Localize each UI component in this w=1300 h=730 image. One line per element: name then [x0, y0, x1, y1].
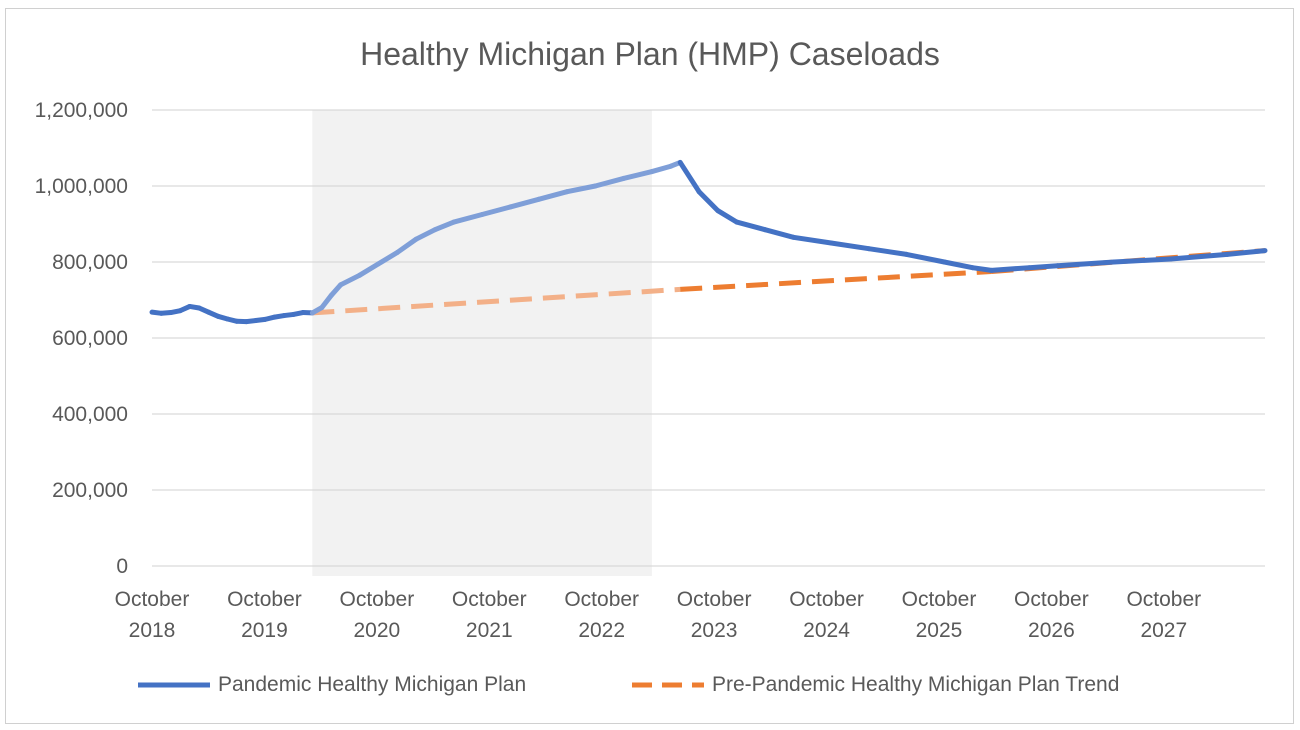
series-segment-pandemic — [507, 196, 542, 210]
series-segment-trend — [680, 269, 992, 292]
x-tick-label: 2022 — [578, 619, 625, 642]
series-segment-pandemic — [1224, 248, 1268, 257]
x-tick-label: 2026 — [1028, 619, 1075, 642]
series-segment-pandemic — [988, 265, 1032, 273]
x-tick-label: 2020 — [353, 619, 400, 642]
y-tick-label: 1,000,000 — [35, 175, 128, 198]
x-tick-label: October — [1014, 588, 1089, 611]
series-segment-pandemic — [413, 227, 438, 242]
series-segment-pandemic — [432, 219, 457, 233]
x-tick-label: 2025 — [916, 619, 963, 642]
y-tick-label: 600,000 — [52, 327, 128, 350]
series-segment-pandemic — [790, 234, 834, 246]
x-tick-label: 2021 — [466, 619, 513, 642]
series-segment-pandemic — [592, 175, 627, 189]
series-segment-pandemic — [319, 292, 334, 311]
series-segment-pandemic — [564, 183, 598, 195]
x-tick-label: 2018 — [129, 619, 176, 642]
legend-swatch-trend — [632, 682, 704, 688]
series-segment-trend — [312, 286, 681, 316]
series-segment-pandemic — [536, 189, 570, 202]
x-tick-label: October — [227, 588, 302, 611]
series-segment-pandemic — [375, 250, 400, 267]
pandemic-period-shading — [312, 110, 652, 576]
series-segment-pandemic — [828, 240, 872, 252]
y-tick-label: 200,000 — [52, 479, 128, 502]
chart-legend: Pandemic Healthy Michigan Plan Pre-Pande… — [0, 670, 1300, 700]
series-segment-pandemic — [394, 236, 419, 255]
y-tick-label: 0 — [116, 555, 128, 578]
series-segment-pandemic — [696, 189, 721, 214]
y-tick-label: 400,000 — [52, 403, 128, 426]
x-tick-label: 2023 — [691, 619, 738, 642]
series-segment-pandemic — [677, 159, 702, 195]
legend-label-pandemic: Pandemic Healthy Michigan Plan — [218, 673, 527, 696]
series-segment-pandemic — [338, 272, 363, 288]
series-segment-pandemic — [1054, 259, 1117, 269]
series-segment-pandemic — [1026, 263, 1060, 271]
series-segment-pandemic — [1168, 251, 1230, 262]
legend-label-trend: Pre-Pandemic Healthy Michigan Plan Trend — [712, 673, 1120, 696]
series-segment-pandemic — [715, 208, 740, 225]
series-segment-pandemic — [649, 163, 674, 175]
series-segment-pandemic — [762, 227, 796, 240]
x-tick-label: 2027 — [1140, 619, 1187, 642]
legend-item-pandemic: Pandemic Healthy Michigan Plan — [138, 670, 526, 700]
x-tick-label: October — [452, 588, 527, 611]
series-segment-pandemic — [621, 169, 655, 181]
x-tick-label: October — [789, 588, 864, 611]
series-segment-pandemic — [941, 259, 976, 271]
line-chart: 0 200,000 400,000 600,000 800,000 1,000,000 1,… — [35, 99, 1268, 642]
x-tick-label: October — [115, 588, 190, 611]
series-segment-pandemic — [970, 265, 994, 273]
x-tick-label: October — [339, 588, 414, 611]
series-segment-pandemic — [734, 219, 768, 233]
series-segment-pandemic — [866, 246, 910, 257]
legend-item-trend: Pre-Pandemic Healthy Michigan Plan Trend — [632, 670, 1119, 700]
series-segment-pandemic — [357, 261, 381, 278]
series-segment-pandemic — [479, 204, 513, 217]
y-tick-label: 1,200,000 — [35, 99, 128, 122]
x-tick-label: October — [677, 588, 752, 611]
y-tick-label: 800,000 — [52, 251, 128, 274]
chart-title: Healthy Michigan Plan (HMP) Caseloads — [360, 36, 940, 72]
x-tick-label: 2019 — [241, 619, 288, 642]
legend-swatch-pandemic — [138, 682, 210, 688]
x-tick-label: 2024 — [803, 619, 850, 642]
x-tick-label: October — [1126, 588, 1201, 611]
series-segment-pandemic — [904, 251, 947, 265]
series-segment-pandemic — [1111, 256, 1174, 265]
x-tick-label: October — [564, 588, 639, 611]
x-tick-label: October — [902, 588, 977, 611]
series-segment-pandemic — [451, 212, 485, 225]
